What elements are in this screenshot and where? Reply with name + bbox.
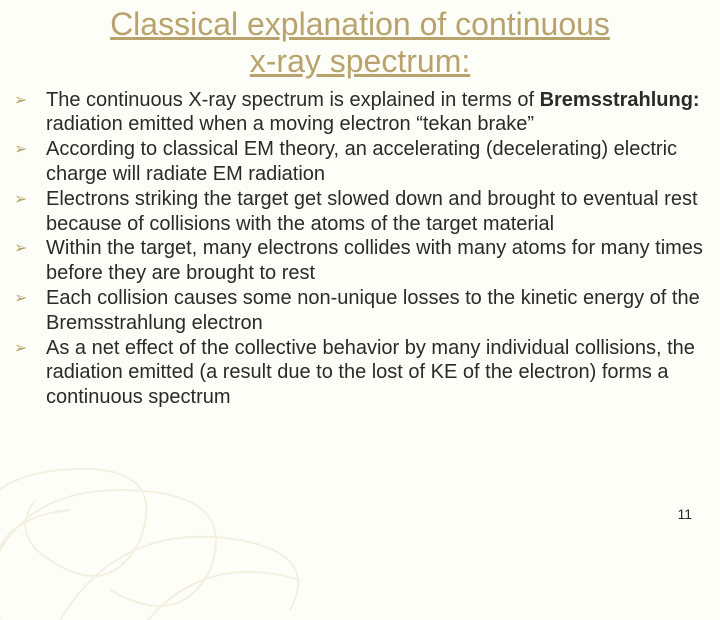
list-item: ➢ Each collision causes some non-unique … xyxy=(40,286,708,336)
arrow-bullet-icon: ➢ xyxy=(14,289,27,309)
item-text: According to classical EM theory, an acc… xyxy=(46,138,677,185)
list-item: ➢ As a net effect of the collective beha… xyxy=(40,336,708,410)
item-text: Within the target, many electrons collid… xyxy=(46,237,703,284)
arrow-bullet-icon: ➢ xyxy=(14,339,27,359)
item-text-pre: The continuous X-ray spectrum is explain… xyxy=(46,89,540,111)
list-item: ➢ The continuous X-ray spectrum is expla… xyxy=(40,88,708,138)
arrow-bullet-icon: ➢ xyxy=(14,190,27,210)
list-item: ➢ Within the target, many electrons coll… xyxy=(40,236,708,286)
arrow-bullet-icon: ➢ xyxy=(14,91,27,111)
item-text-post: radiation emitted when a moving electron… xyxy=(46,113,534,135)
arrow-bullet-icon: ➢ xyxy=(14,239,27,259)
item-text: Electrons striking the target get slowed… xyxy=(46,188,698,235)
list-item: ➢ According to classical EM theory, an a… xyxy=(40,137,708,187)
slide-title: Classical explanation of continuous x-ra… xyxy=(0,0,720,80)
arrow-bullet-icon: ➢ xyxy=(14,140,27,160)
title-line-2: x-ray spectrum: xyxy=(250,43,470,79)
item-text: Each collision causes some non-unique lo… xyxy=(46,287,700,334)
title-line-1: Classical explanation of continuous xyxy=(110,6,610,42)
list-item: ➢ Electrons striking the target get slow… xyxy=(40,187,708,237)
page-number: 11 xyxy=(677,506,692,522)
item-text: As a net effect of the collective behavi… xyxy=(46,337,695,409)
item-text-bold: Bremsstrahlung: xyxy=(540,89,700,111)
bullet-list: ➢ The continuous X-ray spectrum is expla… xyxy=(0,80,720,410)
